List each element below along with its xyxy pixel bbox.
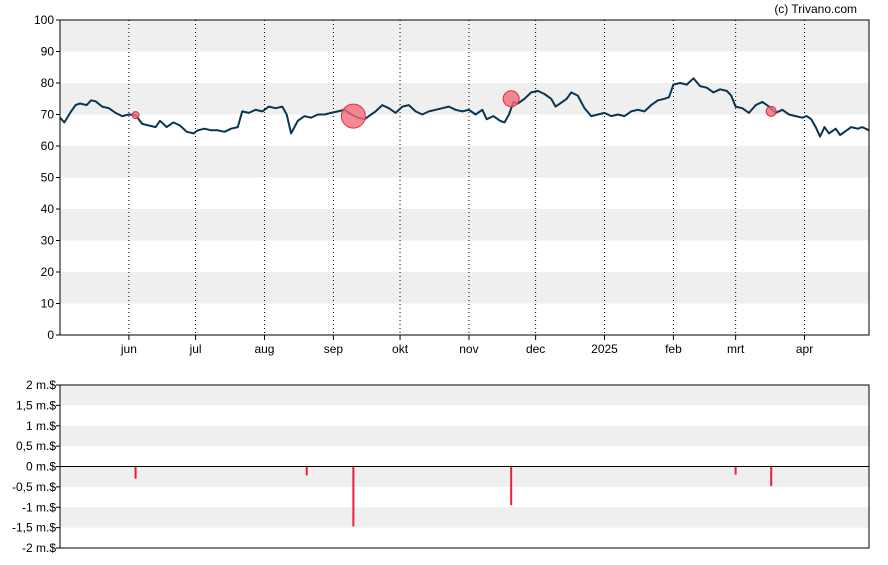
- price-chart: jun jul aug sep okt nov dec 2025 feb mrt apr 0 10 20 3…: [34, 13, 870, 356]
- y-tick-label: 1 m.$: [26, 419, 56, 433]
- y-tick-label: 0,5 m.$: [16, 439, 56, 453]
- event-bubble: [502, 90, 520, 108]
- grid-band: [60, 466, 869, 487]
- x-tick-label: dec: [526, 342, 545, 356]
- y-tick-label: 10: [41, 297, 55, 311]
- event-bubble: [131, 111, 140, 120]
- y-tick-label: 70: [41, 108, 55, 122]
- y-tick-label: -1 m.$: [22, 500, 56, 514]
- y-tick-label: -0,5 m.$: [12, 480, 56, 494]
- x-tick-label: jul: [189, 342, 202, 356]
- credit-label: (c) Trivano.com: [774, 2, 857, 16]
- grid-band: [60, 146, 869, 178]
- x-tick-label: jun: [120, 342, 137, 356]
- grid-band: [60, 272, 869, 304]
- x-tick-label: 2025: [591, 342, 618, 356]
- x-tick-label: aug: [254, 342, 274, 356]
- plot-frame: [59, 384, 870, 549]
- event-bubble: [340, 103, 366, 129]
- x-tick-label: okt: [392, 342, 409, 356]
- grid-band: [60, 83, 869, 115]
- y-tick-label: 20: [41, 265, 55, 279]
- y-tick-label: 100: [34, 13, 54, 27]
- y-tick-label: -2 m.$: [22, 541, 56, 555]
- y-tick-label: 60: [41, 139, 55, 153]
- x-tick-label: sep: [324, 342, 344, 356]
- y-tick-label: 80: [41, 76, 55, 90]
- y-tick-label: 50: [41, 171, 55, 185]
- y-tick-label: 0: [47, 328, 54, 342]
- grid-band: [60, 425, 869, 447]
- x-tick-label: nov: [459, 342, 478, 356]
- x-tick-label: feb: [665, 342, 682, 356]
- y-tick-label: 0 m.$: [26, 460, 56, 474]
- y-tick-label: 40: [41, 202, 55, 216]
- y-tick-label: 2 m.$: [26, 378, 56, 392]
- y-tick-label: 90: [41, 45, 55, 59]
- grid-band: [60, 507, 869, 528]
- y-tick-label: 1,5 m.$: [16, 398, 56, 412]
- flow-bar-chart: 2 m.$ 1,5 m.$ 1 m.$ 0,5 m.$ 0 m.$ -0,5 m.$ -1 …: [12, 378, 870, 555]
- plot-frame: [59, 19, 870, 336]
- grid-band: [60, 385, 869, 406]
- y-tick-label: -1,5 m.$: [12, 521, 56, 535]
- grid-band: [60, 209, 869, 241]
- y-tick-label: 30: [41, 234, 55, 248]
- x-tick-label: mrt: [727, 342, 745, 356]
- price-line: [59, 77, 870, 138]
- event-bubble: [765, 105, 777, 117]
- grid-band: [60, 20, 869, 52]
- x-tick-label: apr: [796, 342, 813, 356]
